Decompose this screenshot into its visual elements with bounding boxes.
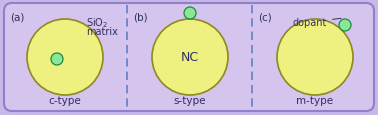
Text: m-type: m-type <box>296 95 333 105</box>
FancyBboxPatch shape <box>4 4 374 111</box>
Circle shape <box>152 20 228 95</box>
Text: SiO$_2$: SiO$_2$ <box>86 16 108 30</box>
Text: (c): (c) <box>258 13 272 23</box>
Text: (b): (b) <box>133 13 148 23</box>
Text: s-type: s-type <box>174 95 206 105</box>
Text: dopant: dopant <box>293 18 341 28</box>
Circle shape <box>51 54 63 65</box>
Circle shape <box>277 20 353 95</box>
Text: c-type: c-type <box>49 95 81 105</box>
Circle shape <box>27 20 103 95</box>
Circle shape <box>339 20 351 32</box>
Circle shape <box>184 8 196 20</box>
Text: matrix: matrix <box>86 27 118 37</box>
Text: (a): (a) <box>10 13 24 23</box>
Text: NC: NC <box>181 51 199 64</box>
